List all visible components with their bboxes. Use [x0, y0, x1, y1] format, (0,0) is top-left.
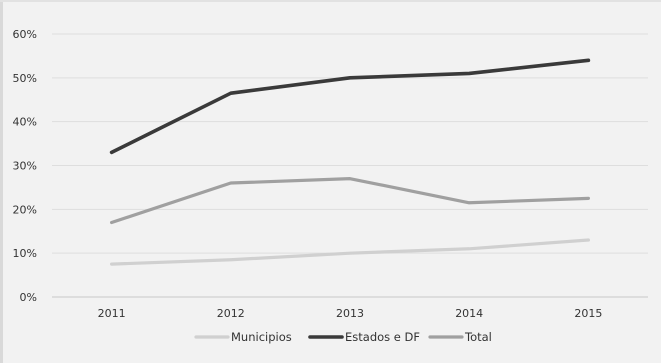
grid-lines [52, 33, 648, 298]
y-axis-ticks: 0% 10% 20% 30% 40% 50% 60% [13, 28, 37, 304]
y-tick-label: 30% [13, 160, 37, 173]
series-line-1 [109, 238, 591, 266]
legend-label: Estados e DF [345, 330, 420, 344]
scan-edge-left [0, 0, 3, 363]
x-tick-label: 2012 [217, 307, 245, 320]
series-line-2 [109, 58, 591, 155]
y-tick-label: 20% [13, 203, 37, 216]
legend: Municipios Estados e DF Total [194, 330, 492, 344]
y-tick-label: 10% [13, 247, 37, 260]
x-tick-label: 2013 [336, 307, 364, 320]
y-tick-label: 40% [13, 116, 37, 129]
series-line-3 [109, 177, 591, 225]
series-lines [109, 58, 591, 266]
x-tick-label: 2011 [98, 307, 126, 320]
y-tick-label: 0% [20, 291, 37, 304]
legend-label: Municipios [231, 330, 292, 344]
y-tick-label: 50% [13, 72, 37, 85]
scan-edge-top [0, 0, 661, 2]
x-axis-ticks: 2011 2012 2013 2014 2015 [98, 307, 603, 320]
x-tick-label: 2015 [574, 307, 602, 320]
legend-label: Total [464, 330, 492, 344]
y-tick-label: 60% [13, 28, 37, 41]
x-tick-label: 2014 [455, 307, 483, 320]
